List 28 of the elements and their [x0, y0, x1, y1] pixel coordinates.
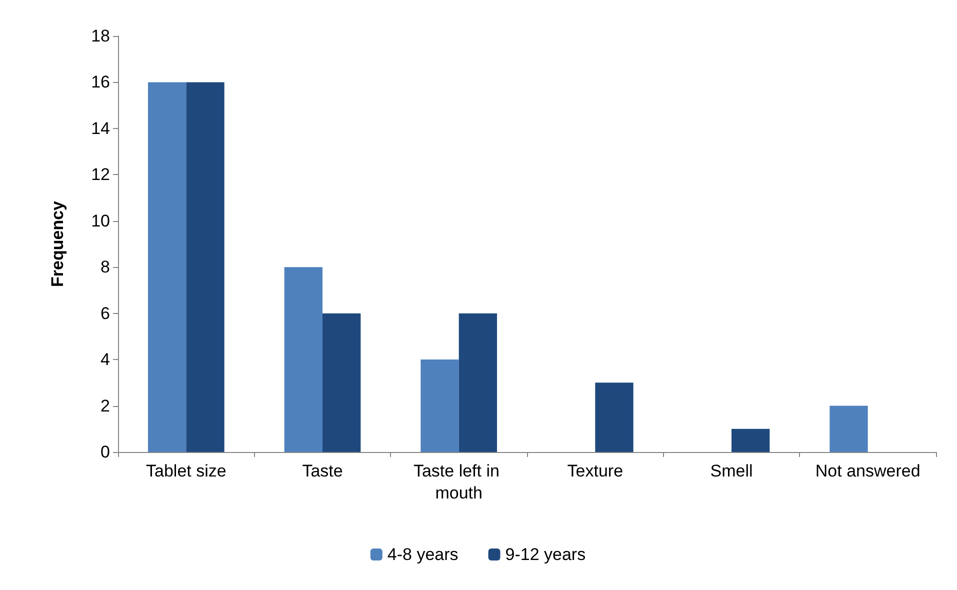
bar	[458, 313, 498, 452]
bar	[830, 406, 868, 452]
bar	[186, 82, 224, 452]
x-tick-label: Texture	[567, 462, 624, 480]
x-tick-label: Taste left in mouth	[413, 462, 504, 502]
bar	[732, 428, 770, 452]
x-tick-label: Tablet size	[146, 462, 226, 480]
y-axis-title: Frequency	[48, 200, 67, 287]
x-tick-label: Not answered	[815, 462, 920, 480]
bar	[595, 382, 634, 452]
legend-label: 4-8 years	[387, 545, 458, 564]
y-tick-label: 12	[91, 165, 110, 184]
y-tick-label: 16	[91, 72, 110, 92]
x-tick-label: Taste	[302, 462, 343, 480]
legend-label: 9-12 years	[505, 545, 586, 564]
x-tick-label: Smell	[710, 462, 753, 480]
bar	[148, 82, 186, 452]
y-tick-label: 0	[100, 442, 110, 462]
bar	[284, 267, 322, 452]
bar	[420, 360, 459, 452]
y-tick-label: 14	[91, 118, 110, 138]
y-tick-label: 18	[91, 26, 110, 46]
y-tick-label: 2	[100, 396, 110, 416]
y-tick-label: 10	[91, 211, 110, 230]
bar	[322, 313, 361, 452]
y-tick-label: 8	[100, 258, 110, 277]
y-tick-label: 4	[100, 350, 110, 370]
y-tick-label: 6	[100, 304, 110, 323]
